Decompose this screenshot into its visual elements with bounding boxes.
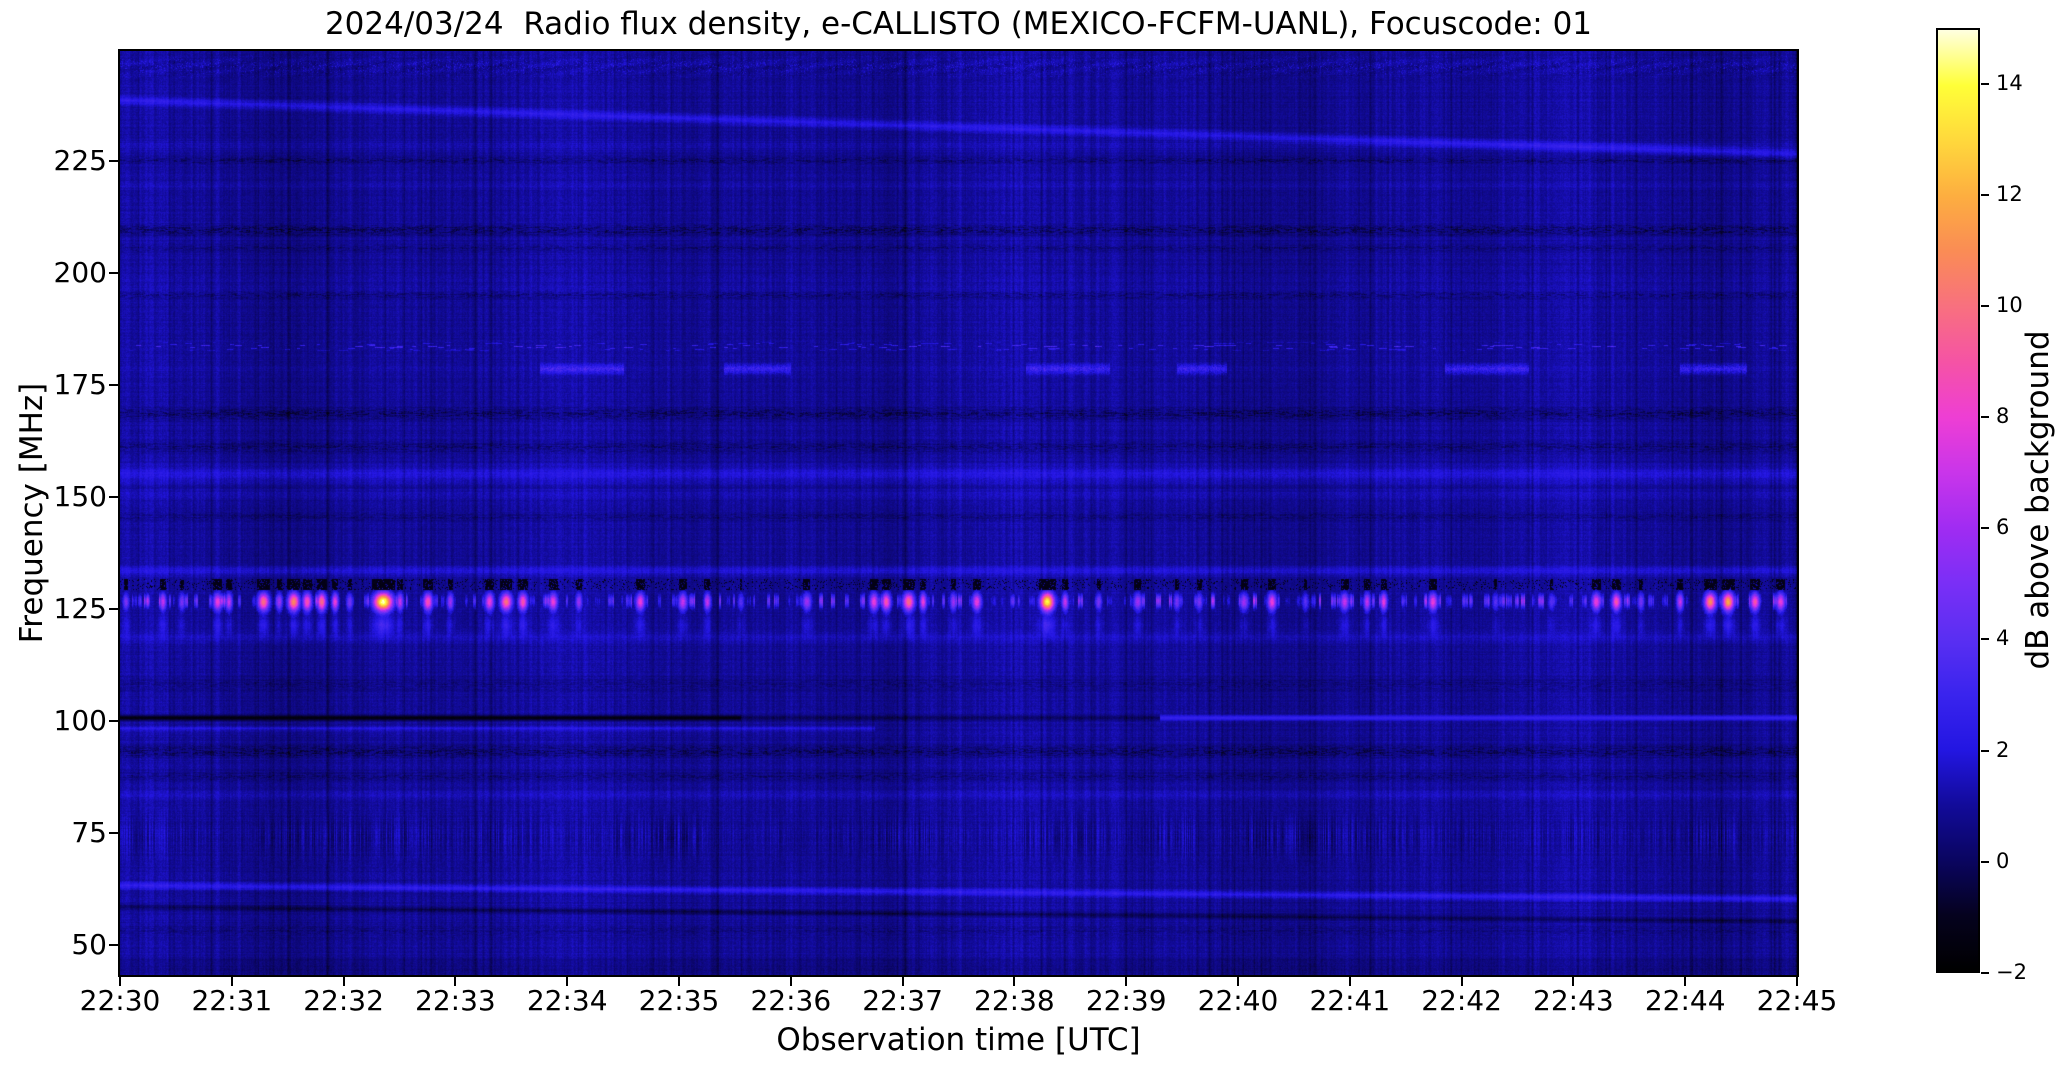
colorbar-tick-mark [1981,416,1989,419]
x-tick-mark [1572,977,1575,986]
x-axis-label: Observation time [UTC] [776,1022,1141,1058]
x-tick-mark [342,977,345,986]
x-tick-label: 22:45 [1756,984,1838,1017]
x-tick-mark [566,977,569,986]
y-tick-label: 100 [53,703,107,737]
x-tick-mark [1237,977,1239,986]
colorbar-tick-mark [1981,749,1989,752]
colorbar-tick-label: 14 [1996,70,2023,95]
colorbar-tick-label: −2 [1996,960,2027,984]
y-tick-label: 200 [53,255,107,289]
y-tick-mark [109,943,118,946]
colorbar-tick-mark [1981,304,1989,307]
x-tick-label: 22:41 [1309,984,1391,1017]
x-tick-label: 22:40 [1197,984,1279,1017]
x-tick-label: 22:30 [79,984,161,1017]
y-tick-mark [109,383,118,386]
y-tick-label: 125 [53,591,107,625]
x-tick-label: 22:35 [638,984,720,1017]
x-tick-mark [454,977,457,986]
y-tick-mark [109,495,118,498]
y-tick-label: 150 [53,479,107,513]
x-tick-label: 22:39 [1085,984,1167,1017]
x-tick-mark [1013,977,1016,986]
x-tick-mark [1796,977,1798,986]
x-tick-label: 22:44 [1644,984,1726,1017]
x-tick-label: 22:32 [303,984,384,1017]
colorbar-tick-label: 8 [1996,404,2010,429]
colorbar-tick-label: 6 [1996,515,2010,540]
x-tick-mark [1348,977,1351,986]
y-tick-mark [109,607,118,610]
y-tick-label: 50 [71,927,107,961]
x-tick-mark [119,977,121,986]
y-tick-mark [109,831,118,834]
x-tick-mark [1460,977,1463,986]
colorbar-tick-mark [1981,193,1989,196]
x-tick-label: 22:42 [1421,984,1502,1017]
y-tick-label: 175 [53,367,107,401]
colorbar-label: dB above background [2020,330,2056,670]
x-tick-mark [1125,977,1128,986]
y-tick-mark [109,271,118,274]
x-tick-label: 22:34 [526,984,608,1017]
colorbar-tick-mark [1981,638,1989,641]
colorbar-tick-label: 10 [1996,292,2023,317]
colorbar-tick-label: 4 [1996,626,2010,651]
spectrogram-plot-area [120,51,1797,975]
x-tick-mark [678,977,680,986]
x-tick-label: 22:36 [750,984,832,1017]
x-tick-label: 22:33 [415,984,496,1017]
colorbar-tick-mark [1981,972,1989,974]
x-tick-mark [1684,977,1687,986]
x-tick-label: 22:38 [974,984,1055,1017]
colorbar-tick-mark [1981,82,1989,85]
colorbar-tick-label: 2 [1996,737,2010,762]
colorbar-tick-mark [1981,527,1989,530]
chart-title: 2024/03/24 Radio flux density, e-CALLIST… [324,6,1593,42]
x-tick-mark [789,977,792,986]
x-tick-label: 22:37 [862,984,943,1017]
y-tick-mark [109,719,118,722]
x-tick-mark [230,977,233,986]
colorbar-gradient [1936,28,1980,973]
y-axis-label: Frequency [MHz] [14,382,50,644]
x-tick-label: 22:43 [1533,984,1614,1017]
y-tick-mark [109,159,118,162]
colorbar-tick-label: 0 [1996,848,2010,873]
x-tick-label: 22:31 [191,984,273,1017]
x-tick-mark [901,977,904,986]
y-tick-label: 225 [53,143,107,177]
colorbar-tick-mark [1981,860,1989,863]
colorbar-tick-label: 12 [1996,181,2023,206]
y-tick-label: 75 [71,815,107,849]
